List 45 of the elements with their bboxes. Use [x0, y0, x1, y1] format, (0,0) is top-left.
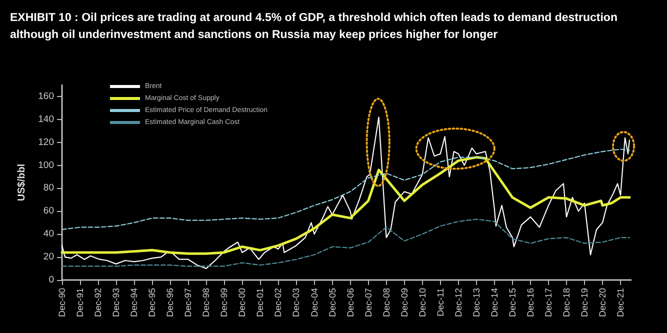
- line-series: [60, 156, 631, 255]
- x-tick-label: Dec-07: [363, 288, 374, 318]
- y-tick-label: 160: [38, 90, 54, 102]
- x-tick-label: Dec-02: [273, 288, 284, 318]
- x-tick-label: Dec-09: [399, 288, 410, 318]
- y-tick-label: 100: [38, 160, 54, 171]
- y-tick-label: 0: [48, 274, 54, 286]
- y-tick-label: 40: [43, 228, 54, 240]
- y-tick-label: 120: [38, 136, 54, 148]
- x-tick-label: Dec-91: [75, 288, 86, 318]
- x-tick-label: Dec-96: [165, 288, 176, 318]
- x-tick-label: Dec-12: [453, 288, 464, 318]
- x-tick-label: Dec-14: [489, 288, 500, 318]
- x-tick-label: Dec-18: [561, 288, 572, 318]
- x-tick-label: Dec-20: [598, 288, 608, 318]
- x-tick-label: Dec-01: [255, 288, 266, 318]
- x-tick-label: Dec-97: [183, 288, 194, 318]
- x-tick-label: Dec-16: [525, 288, 536, 318]
- x-tick-label: Dec-13: [471, 288, 482, 318]
- chart-title: EXHIBIT 10 : Oil prices are trading at around 4.5% of GDP, a threshold which often leads to demand destruction although oil underinvestment and sanctions on Russia may keep prices higher for longer: [10, 11, 618, 43]
- x-tick-label: Dec-10: [417, 288, 428, 318]
- x-tick-label: Dec-04: [309, 288, 320, 318]
- x-tick-label: Dec-90: [57, 288, 67, 318]
- x-tick-label: Dec-05: [327, 288, 338, 318]
- x-tick-label: Dec-93: [111, 288, 122, 318]
- x-tick-label: Dec-94: [129, 288, 140, 318]
- x-tick-label: Dec-11: [435, 288, 446, 316]
- y-axis-title: US$/bbl: [16, 164, 28, 202]
- y-tick-label: 80: [43, 182, 54, 194]
- line-series: [61, 218, 630, 267]
- x-tick-label: Dec-15: [507, 288, 518, 318]
- y-tick-label: 20: [43, 252, 54, 263]
- x-tick-label: Dec-95: [147, 288, 158, 318]
- x-tick-label: Dec-92: [93, 288, 104, 318]
- x-tick-label: Dec-06: [345, 288, 356, 318]
- y-tick-label: 60: [43, 206, 54, 217]
- x-tick-label: Dec-17: [543, 288, 554, 318]
- x-tick-label: Dec-00: [237, 288, 248, 318]
- x-tick-label: Dec-19: [579, 288, 590, 318]
- x-tick-label: Dec-08: [381, 288, 392, 318]
- y-tick-label: 140: [38, 114, 54, 125]
- x-tick-label: Dec-21: [616, 288, 626, 318]
- x-tick-label: Dec-99: [219, 288, 230, 318]
- x-tick-label: Dec-03: [291, 288, 302, 318]
- x-tick-label: Dec-98: [201, 288, 212, 318]
